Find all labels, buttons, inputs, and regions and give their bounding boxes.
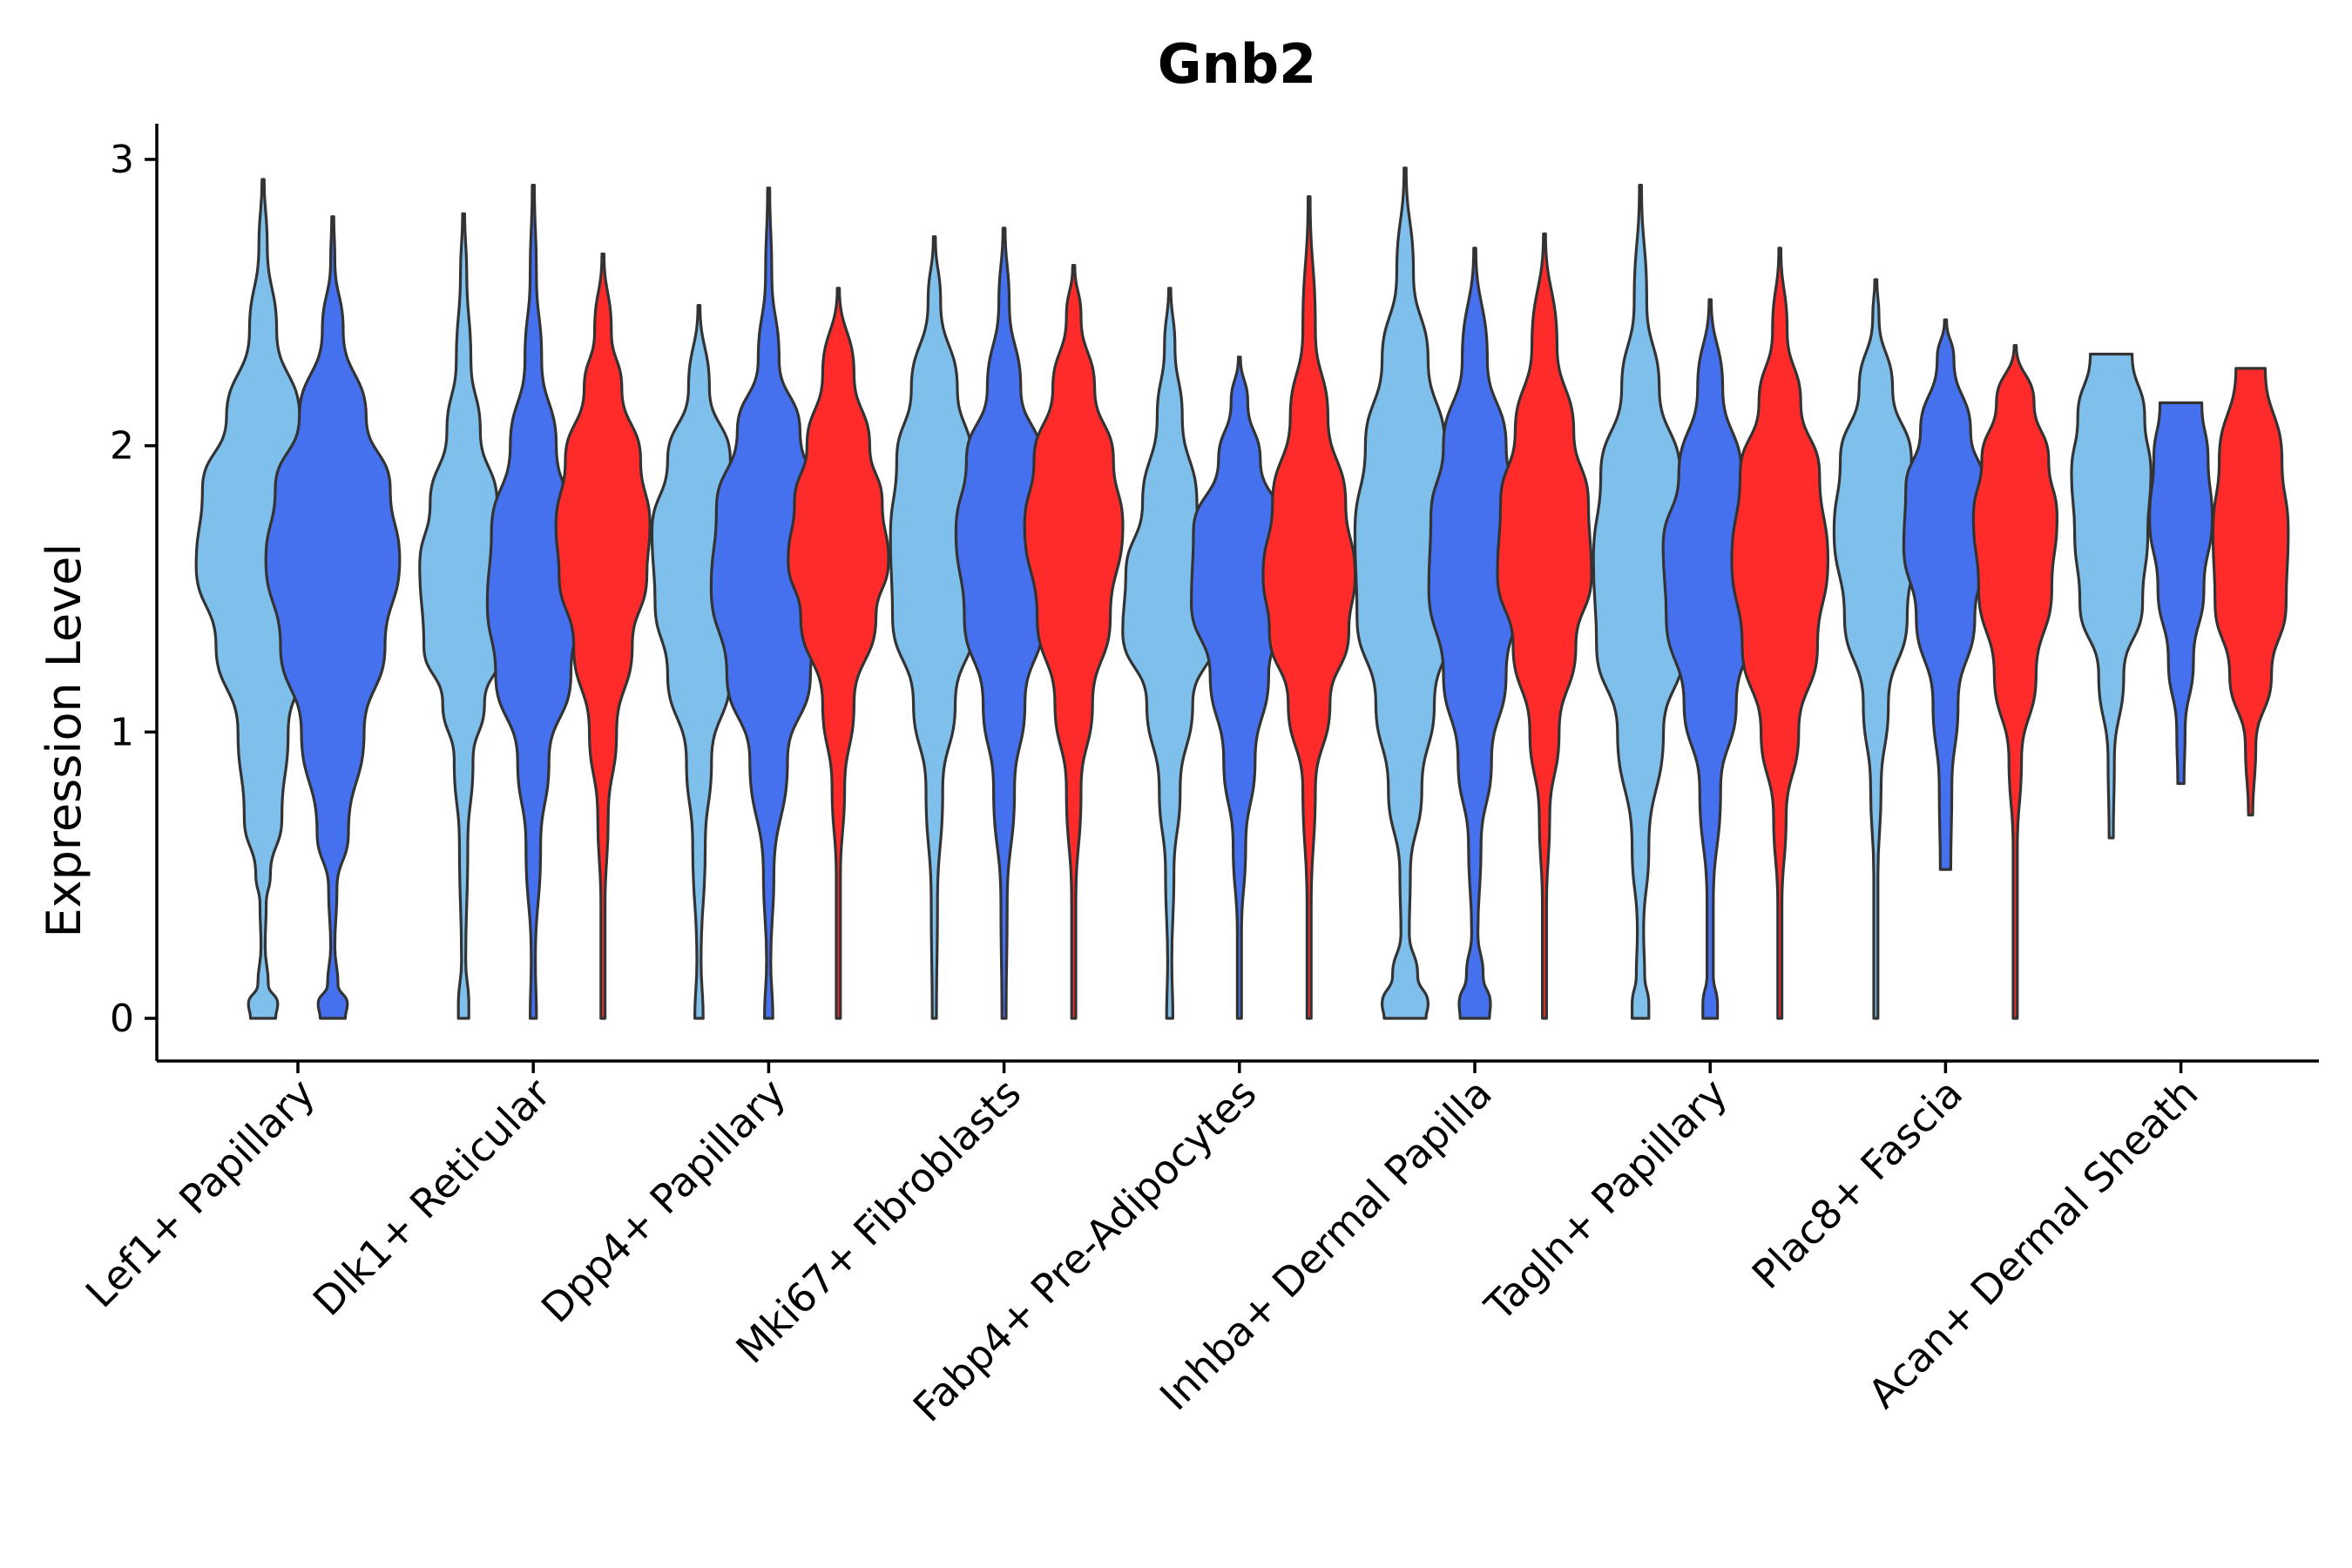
violin-5-0 — [1353, 166, 1457, 1020]
violin-4-1 — [1190, 355, 1289, 1020]
violin-4-0 — [1121, 287, 1219, 1020]
violin-6-1 — [1661, 298, 1759, 1020]
x-category-label: Tagln+ Papillary — [1475, 1070, 1736, 1331]
violin-7-1 — [1902, 318, 1989, 871]
violin-5-1 — [1427, 247, 1523, 1020]
violin-6-2 — [1730, 247, 1829, 1020]
y-ticks-group: 0 1 2 3 — [110, 138, 157, 1041]
violins-group — [194, 166, 2290, 1020]
chart-title: Gnb2 — [1158, 32, 1317, 96]
violin-8-1 — [2148, 401, 2214, 786]
violin-8-2 — [2211, 367, 2290, 817]
violin-2-1 — [709, 186, 828, 1020]
violin-7-2 — [1971, 344, 2058, 1020]
violin-0-1 — [264, 215, 402, 1020]
violin-1-1 — [485, 184, 581, 1020]
violin-1-0 — [418, 212, 510, 1020]
violin-3-0 — [889, 235, 980, 1020]
violin-3-1 — [954, 226, 1054, 1020]
y-tick-label: 2 — [110, 424, 134, 469]
y-tick-label: 0 — [110, 997, 134, 1041]
y-tick-label: 3 — [110, 138, 134, 182]
violin-8-0 — [2070, 352, 2153, 840]
x-category-label: Dlk1+ Reticular — [304, 1070, 559, 1325]
violin-3-2 — [1023, 264, 1125, 1020]
violin-7-0 — [1832, 278, 1919, 1020]
violin-4-2 — [1261, 195, 1357, 1020]
violin-2-2 — [787, 287, 890, 1020]
violin-0-0 — [194, 178, 332, 1020]
x-category-label: Lef1+ Papillary — [77, 1070, 324, 1317]
violin-6-0 — [1592, 184, 1689, 1020]
y-axis-label: Expression Level — [37, 544, 91, 938]
violin-5-2 — [1496, 232, 1593, 1020]
x-category-label: Plac8+ Fascia — [1743, 1070, 1971, 1298]
violin-1-2 — [554, 252, 652, 1020]
x-category-label: Dpp4+ Papillary — [532, 1070, 794, 1332]
y-tick-label: 1 — [110, 710, 134, 754]
